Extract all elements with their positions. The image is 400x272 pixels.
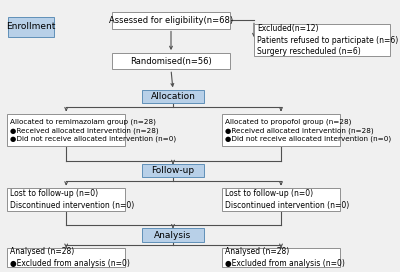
FancyBboxPatch shape (142, 90, 204, 103)
Text: Follow-up: Follow-up (152, 166, 194, 175)
FancyBboxPatch shape (7, 248, 125, 267)
FancyBboxPatch shape (222, 248, 340, 267)
FancyBboxPatch shape (142, 228, 204, 242)
Text: Analysis: Analysis (154, 230, 192, 240)
Text: Randomised(n=56): Randomised(n=56) (130, 57, 212, 66)
Text: Lost to follow-up (n=0)
Discontinued intervention (n=0): Lost to follow-up (n=0) Discontinued int… (225, 189, 350, 210)
Text: Assessed for eligibility(n=68): Assessed for eligibility(n=68) (109, 16, 233, 25)
Text: Analysed (n=28)
●Excluded from analysis (n=0): Analysed (n=28) ●Excluded from analysis … (225, 247, 345, 268)
FancyBboxPatch shape (142, 164, 204, 177)
Text: Enrollment: Enrollment (6, 22, 56, 32)
FancyBboxPatch shape (112, 53, 230, 69)
FancyBboxPatch shape (254, 24, 390, 56)
Text: Lost to follow-up (n=0)
Discontinued intervention (n=0): Lost to follow-up (n=0) Discontinued int… (10, 189, 135, 210)
Text: Allocation: Allocation (150, 92, 196, 101)
FancyBboxPatch shape (222, 114, 340, 146)
Text: Allocated to propofol group (n=28)
●Received allocated intervention (n=28)
●Did : Allocated to propofol group (n=28) ●Rece… (225, 119, 391, 142)
FancyBboxPatch shape (7, 114, 125, 146)
Text: Analysed (n=28)
●Excluded from analysis (n=0): Analysed (n=28) ●Excluded from analysis … (10, 247, 130, 268)
FancyBboxPatch shape (7, 188, 125, 211)
Text: Excluded(n=12)
Patients refused to participate (n=6)
Surgery rescheduled (n=6): Excluded(n=12) Patients refused to parti… (257, 24, 398, 56)
Text: Allocated to remimazolam group (n=28)
●Received allocated intervention (n=28)
●D: Allocated to remimazolam group (n=28) ●R… (10, 119, 176, 142)
FancyBboxPatch shape (8, 17, 54, 37)
FancyBboxPatch shape (222, 188, 340, 211)
FancyBboxPatch shape (112, 12, 230, 29)
